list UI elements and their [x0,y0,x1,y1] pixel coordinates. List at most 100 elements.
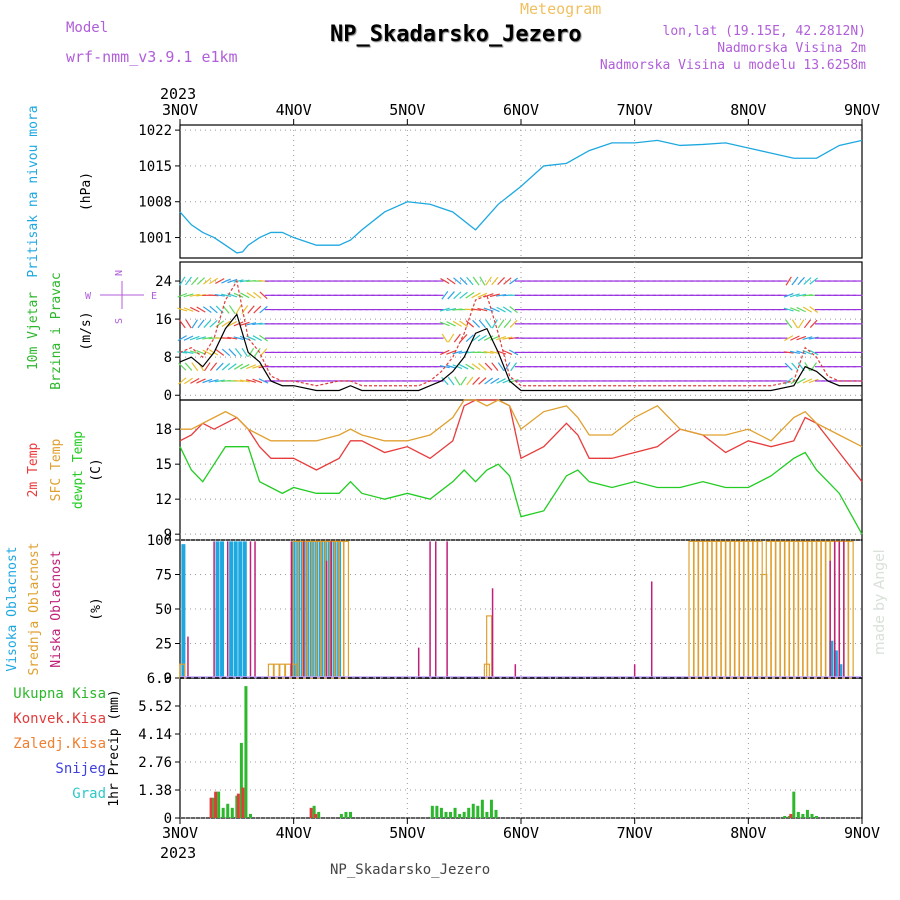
model-elevation-label: Nadmorska Visina u modelu 13.6258m [599,58,866,73]
wind-arrow [803,319,811,329]
wind-arrow [239,321,250,326]
wind-arrow [179,276,186,286]
compass-north-label: N [114,270,125,276]
wind-gust-line [179,279,862,387]
wind-arrow [510,362,518,372]
wind-arrow [215,362,224,371]
wind-arrow [190,377,200,384]
wind-arrow [235,304,242,315]
wind-arrow [465,363,475,370]
wind-arrow [491,319,498,329]
wind-arrow [202,277,212,285]
total-precip-bar [312,805,316,818]
low-cloud-bar [249,541,252,678]
conv-precip-bar [236,793,240,818]
wind-arrow [802,378,813,384]
wind-arrow [784,362,793,371]
wind-arrow [783,307,794,312]
wind-arrow [240,363,250,370]
wind-arrow [247,347,255,357]
wind-arrow [484,362,493,371]
low-cloud-bar [417,647,420,678]
low-cloud-bar [325,560,328,678]
wind-arrow [808,349,819,356]
total-precip-bar [439,807,443,818]
wind-arrow [441,333,449,343]
total-precip-bar [435,805,439,818]
wind-arrow [214,379,225,383]
total-precip-bar [462,811,466,818]
y-tick-label: 5.52 [138,699,172,715]
wind-arrow [253,305,262,314]
wind-arrow [259,291,268,300]
y-tick-label: 100 [147,533,172,549]
wind-arrow [459,320,469,328]
y-axis-label: Visoka Oblacnost [5,546,20,671]
wind-arrow [496,293,507,297]
meteogram-label: Meteogram [520,0,602,18]
y-axis-label: (hPa) [79,172,94,211]
precip-legend-entry: Zaledj.Kisa [13,736,106,752]
conv-precip-bar [209,797,213,818]
wind-arrow [202,349,213,356]
wind-arrow [233,363,244,370]
bottom-date-label: 9NOV [844,824,880,842]
high-cloud-bar [833,650,838,678]
low-cloud-bar [833,541,836,678]
total-precip-bar [485,811,489,818]
lonlat-label: lon,lat (19.15E, 42.2812N) [662,24,867,39]
wind-arrow [790,335,800,341]
wind-arrow [509,306,518,314]
dewpoint-line [179,446,863,535]
wind-arrow [202,306,212,313]
wind-arrow [221,293,232,298]
wind-arrow [190,306,200,313]
low-cloud-bar [446,541,448,678]
wind-arrow [228,305,236,315]
wind-arrow [239,379,250,383]
wind-arrow [502,349,513,356]
low-cloud-bar [633,664,636,678]
wind-arrow [466,276,474,286]
compass-east-label: E [151,291,157,302]
wind-arrow [447,333,455,343]
wind-arrow [246,379,257,383]
wind-arrow [177,335,187,342]
wind-arrow [177,307,188,312]
y-axis-label: (m/s) [79,311,94,350]
low-cloud-bar [226,541,229,678]
wind-arrow [496,336,507,341]
wind-arrow [472,276,480,286]
wind-arrow [804,362,811,372]
wind-arrow [241,347,249,357]
total-precip-bar [453,807,457,818]
bottom-date-label: 5NOV [389,824,425,842]
conv-precip-bar [314,813,318,818]
y-tick-label: 1015 [138,159,172,175]
wind-arrow [221,348,231,357]
wind-arrow [491,276,499,286]
precip-legend-entry: Snijeg [55,761,106,777]
model-name: wrf-nmm_v3.9.1 e1km [66,48,238,66]
wind-arrow [227,278,238,284]
top-date-label: 7NOV [617,101,653,119]
wind-arrow [178,362,187,371]
wind-arrow [259,305,268,314]
wind-arrow [453,333,461,343]
total-precip-bar [458,813,462,818]
total-precip-bar [449,811,453,818]
wind-arrow [483,335,494,341]
high-cloud-bar [229,541,234,678]
y-tick-label: 24 [155,274,172,290]
total-precip-bar [230,807,234,818]
wind-arrow [446,277,456,285]
total-precip-bar [796,811,800,818]
low-cloud-bar [838,541,841,678]
wind-arrow [233,321,244,327]
wind-arrow [453,277,462,285]
wind-arrow [184,362,193,371]
wind-arrow [183,293,194,298]
low-cloud-bar [213,541,215,678]
wind-arrow [483,351,494,354]
total-precip-bar [344,811,348,818]
